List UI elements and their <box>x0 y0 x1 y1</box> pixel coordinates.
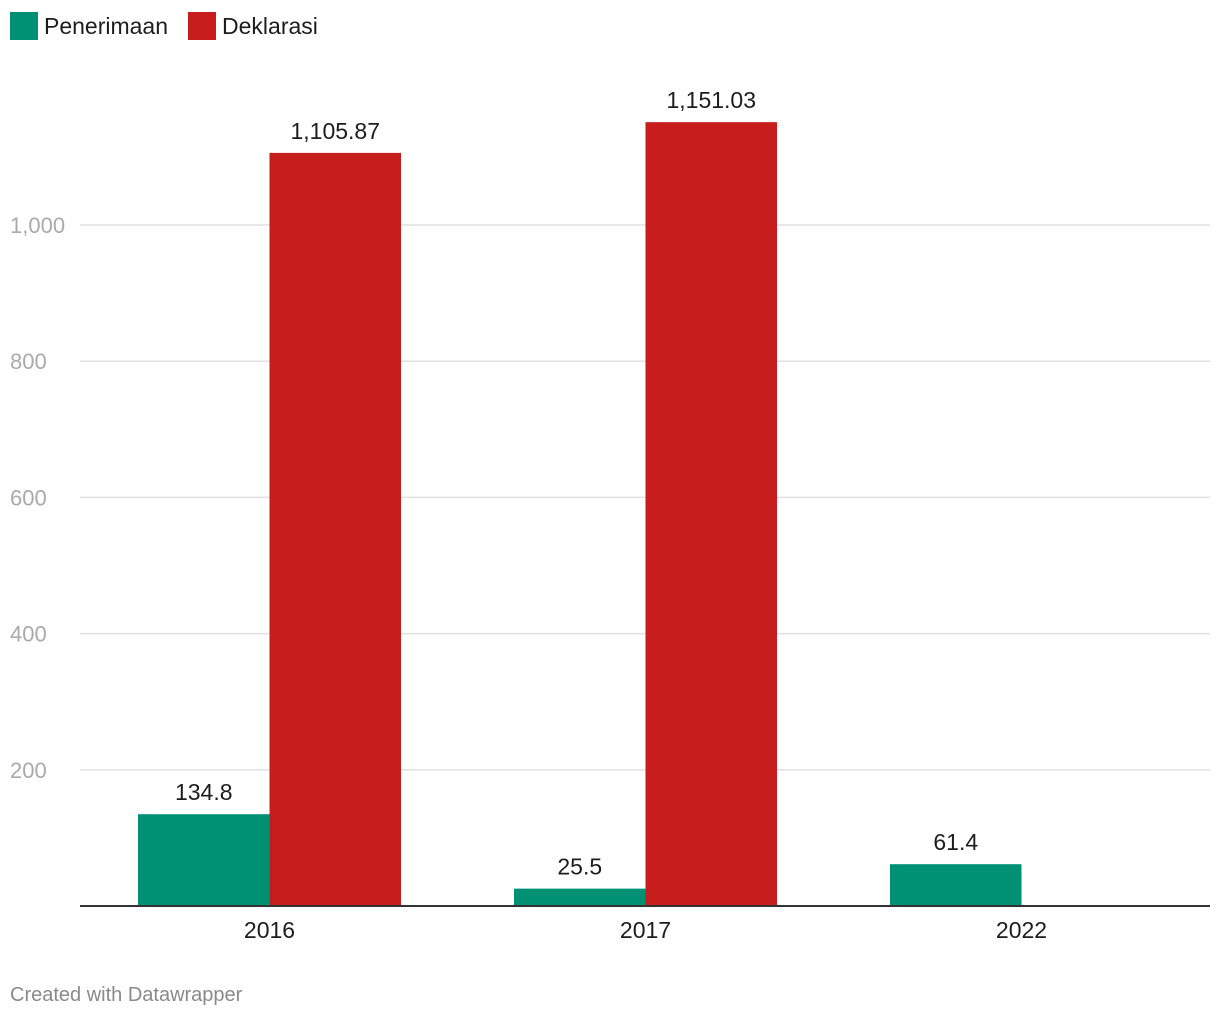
bar-deklarasi-2016 <box>269 152 401 906</box>
y-tick-label-400: 400 <box>10 622 47 647</box>
bar-penerimaan-2022 <box>890 864 1022 906</box>
y-tick-label-800: 800 <box>10 349 47 374</box>
legend-swatch-penerimaan <box>10 12 38 40</box>
bar-deklarasi-2017 <box>645 122 777 907</box>
legend-label-penerimaan: Penerimaan <box>44 12 169 39</box>
legend-label-deklarasi: Deklarasi <box>222 12 318 39</box>
x-tick-label-2022: 2022 <box>996 917 1047 943</box>
x-tick-label-2016: 2016 <box>244 917 295 943</box>
bar-penerimaan-2017 <box>514 888 646 906</box>
y-tick-label-200: 200 <box>10 758 47 783</box>
legend: Penerimaan Deklarasi <box>10 12 338 40</box>
bar-chart: 200 400 600 800 1,000 134.8 1,105.87 2016 25.5 1,… <box>10 87 1210 943</box>
value-label-penerimaan-2017: 25.5 <box>557 854 602 880</box>
legend-swatch-deklarasi <box>188 12 217 40</box>
value-label-deklarasi-2016: 1,105.87 <box>290 118 380 144</box>
value-label-deklarasi-2017: 1,151.03 <box>666 87 756 113</box>
legend-item-deklarasi: Deklarasi <box>188 12 318 40</box>
y-tick-label-600: 600 <box>10 485 47 510</box>
value-label-penerimaan-2022: 61.4 <box>933 829 978 855</box>
x-tick-label-2017: 2017 <box>620 917 671 943</box>
legend-item-penerimaan: Penerimaan <box>10 12 168 40</box>
footer-credit: Created with Datawrapper <box>10 984 243 1006</box>
bar-penerimaan-2016 <box>138 814 270 906</box>
y-tick-label-1000: 1,000 <box>10 213 65 238</box>
value-label-penerimaan-2016: 134.8 <box>175 779 233 805</box>
